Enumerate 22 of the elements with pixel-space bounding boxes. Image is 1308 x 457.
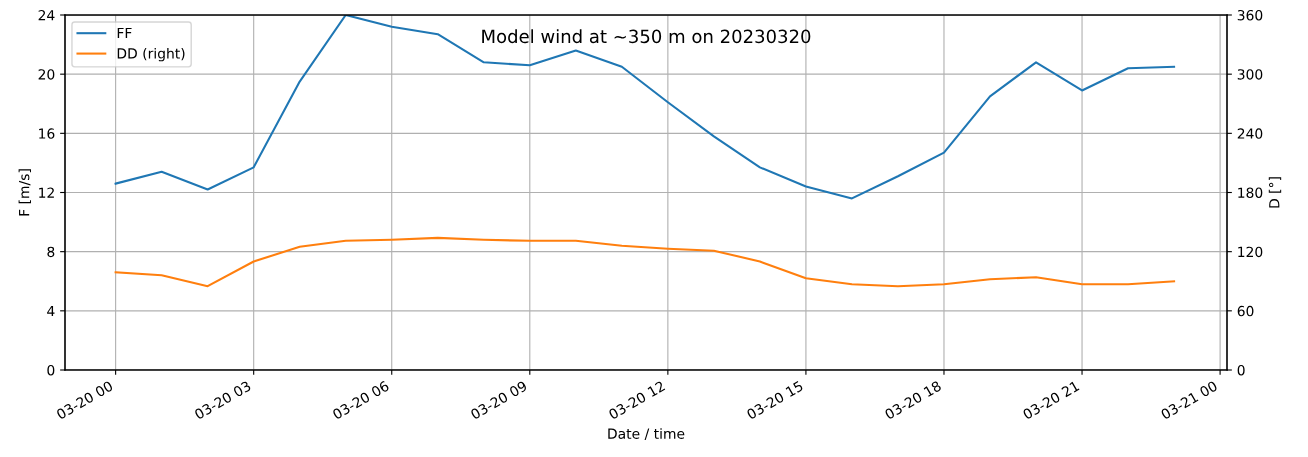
y2-axis-title: D [°] (1268, 177, 1282, 208)
y2-tick-label: 240 (1237, 128, 1263, 139)
y-tick-label: 8 (47, 246, 55, 258)
x-axis-title: Date / time (608, 428, 685, 440)
y-tick-label: 20 (38, 69, 55, 80)
y-tick-label: 12 (39, 187, 54, 198)
text: Model wind at ~350 m on 20230320 (482, 29, 811, 44)
legend-label: DD (right) (117, 47, 185, 62)
y2-tick-label: 180 (1238, 187, 1263, 198)
legend-label: FF (117, 27, 132, 39)
line-series (114, 236, 1176, 288)
y2-tick-label: 120 (1238, 246, 1263, 258)
line-series (114, 15, 1176, 200)
y2-tick-label: 300 (1237, 69, 1263, 80)
y2-tick-label: 360 (1237, 9, 1263, 21)
y-tick-label: 4 (47, 305, 55, 317)
y-axis-title: F [m/s] (18, 169, 31, 216)
y2-tick-label: 0 (1237, 364, 1245, 376)
y2-tick-label: 60 (1237, 305, 1254, 317)
y-tick-label: 24 (38, 9, 55, 21)
y-tick-label: 16 (39, 128, 55, 139)
y-tick-label: 0 (47, 364, 55, 376)
